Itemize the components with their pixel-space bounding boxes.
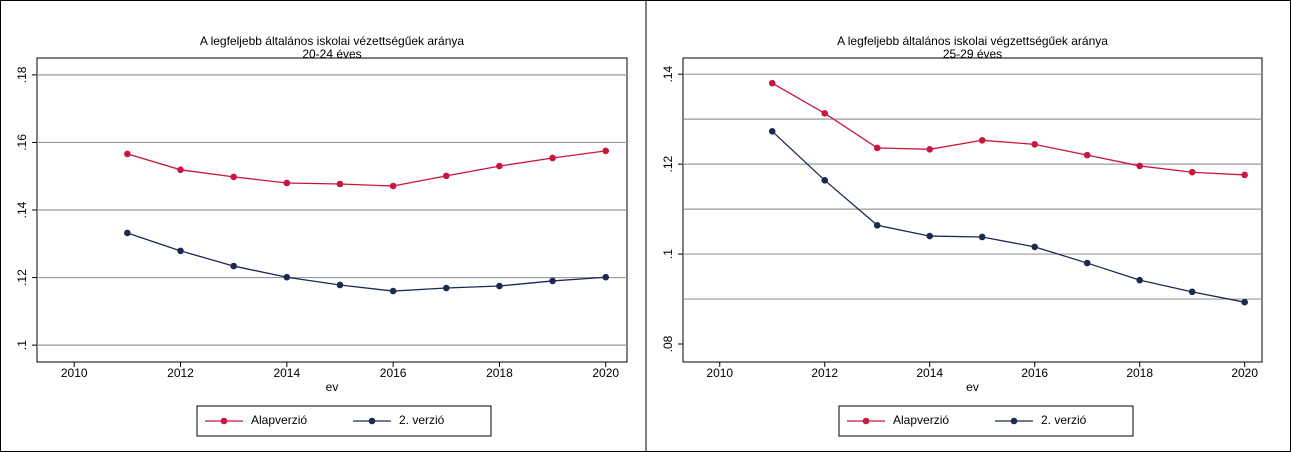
legend-marker	[220, 417, 228, 425]
series-line	[771, 130, 1245, 303]
y-tick-label: .12	[15, 269, 29, 286]
data-point	[602, 147, 610, 155]
x-tick-label: 2010	[706, 366, 733, 380]
data-point	[442, 172, 450, 180]
data-point	[1241, 171, 1248, 179]
y-tick-label: .1	[15, 340, 29, 350]
legend-marker	[368, 417, 376, 425]
y-tick-label: .12	[661, 155, 675, 172]
legend-marker	[862, 417, 870, 425]
data-point	[549, 154, 556, 162]
data-point	[768, 128, 776, 135]
data-point	[124, 229, 131, 237]
data-point	[336, 281, 344, 289]
legend	[196, 405, 492, 437]
data-point	[336, 180, 344, 188]
y-tick-label: .08	[661, 335, 675, 352]
legend-label: Alapverzió	[251, 413, 307, 427]
data-point	[230, 262, 237, 270]
x-tick-label: 2020	[592, 366, 619, 380]
data-point	[821, 110, 829, 117]
data-point	[821, 177, 829, 184]
series-line	[771, 82, 1245, 176]
data-point	[1241, 298, 1248, 306]
x-tick-label: 2016	[1021, 366, 1048, 380]
data-point	[389, 182, 397, 190]
data-point	[442, 284, 450, 292]
x-tick-label: 2014	[916, 366, 943, 380]
data-point	[926, 145, 934, 153]
data-point	[1188, 288, 1196, 296]
data-point	[1083, 259, 1091, 267]
legend-marker	[1010, 417, 1018, 425]
data-point	[978, 233, 986, 241]
plot-area	[682, 57, 1263, 363]
data-point	[283, 179, 291, 187]
data-point	[1031, 141, 1039, 148]
x-axis-label: ev	[326, 380, 339, 394]
x-tick-label: 2016	[380, 366, 407, 380]
y-tick-label: .1	[661, 249, 675, 259]
data-point	[1136, 162, 1143, 170]
legend-label: 2. verzió	[399, 413, 445, 427]
data-point	[177, 166, 184, 174]
data-point	[768, 79, 776, 87]
data-point	[230, 173, 237, 181]
x-tick-label: 2020	[1231, 366, 1258, 380]
data-point	[926, 232, 934, 240]
data-point	[496, 282, 503, 290]
legend	[838, 405, 1134, 437]
chart-title: A legfeljebb általános iskolai végzettsé…	[837, 34, 1108, 48]
data-point	[124, 150, 131, 158]
x-tick-label: 2012	[167, 366, 194, 380]
x-tick-label: 2018	[486, 366, 513, 380]
data-point	[873, 144, 881, 152]
data-point	[1188, 168, 1196, 176]
data-point	[1136, 276, 1143, 284]
x-tick-label: 2012	[811, 366, 838, 380]
data-point	[389, 287, 397, 295]
data-point	[873, 221, 881, 229]
x-axis-label: ev	[966, 380, 979, 394]
data-point	[1031, 243, 1039, 251]
y-tick-label: .14	[661, 66, 675, 83]
x-tick-label: 2018	[1126, 366, 1153, 380]
x-tick-label: 2014	[273, 366, 300, 380]
series-line	[127, 232, 606, 292]
data-point	[602, 273, 610, 281]
data-point	[177, 247, 184, 255]
chart-title: A legfeljebb általános iskolai vézettség…	[200, 34, 464, 48]
y-tick-label: .16	[15, 134, 29, 151]
data-point	[496, 162, 503, 170]
data-point	[549, 277, 556, 285]
legend-label: 2. verzió	[1041, 413, 1087, 427]
data-point	[1083, 151, 1091, 159]
data-point	[978, 136, 986, 144]
legend-label: Alapverzió	[893, 413, 949, 427]
data-point	[283, 273, 291, 281]
y-tick-label: .14	[15, 201, 29, 218]
series-line	[127, 150, 606, 187]
x-tick-label: 2010	[61, 366, 88, 380]
y-tick-label: .18	[15, 66, 29, 83]
